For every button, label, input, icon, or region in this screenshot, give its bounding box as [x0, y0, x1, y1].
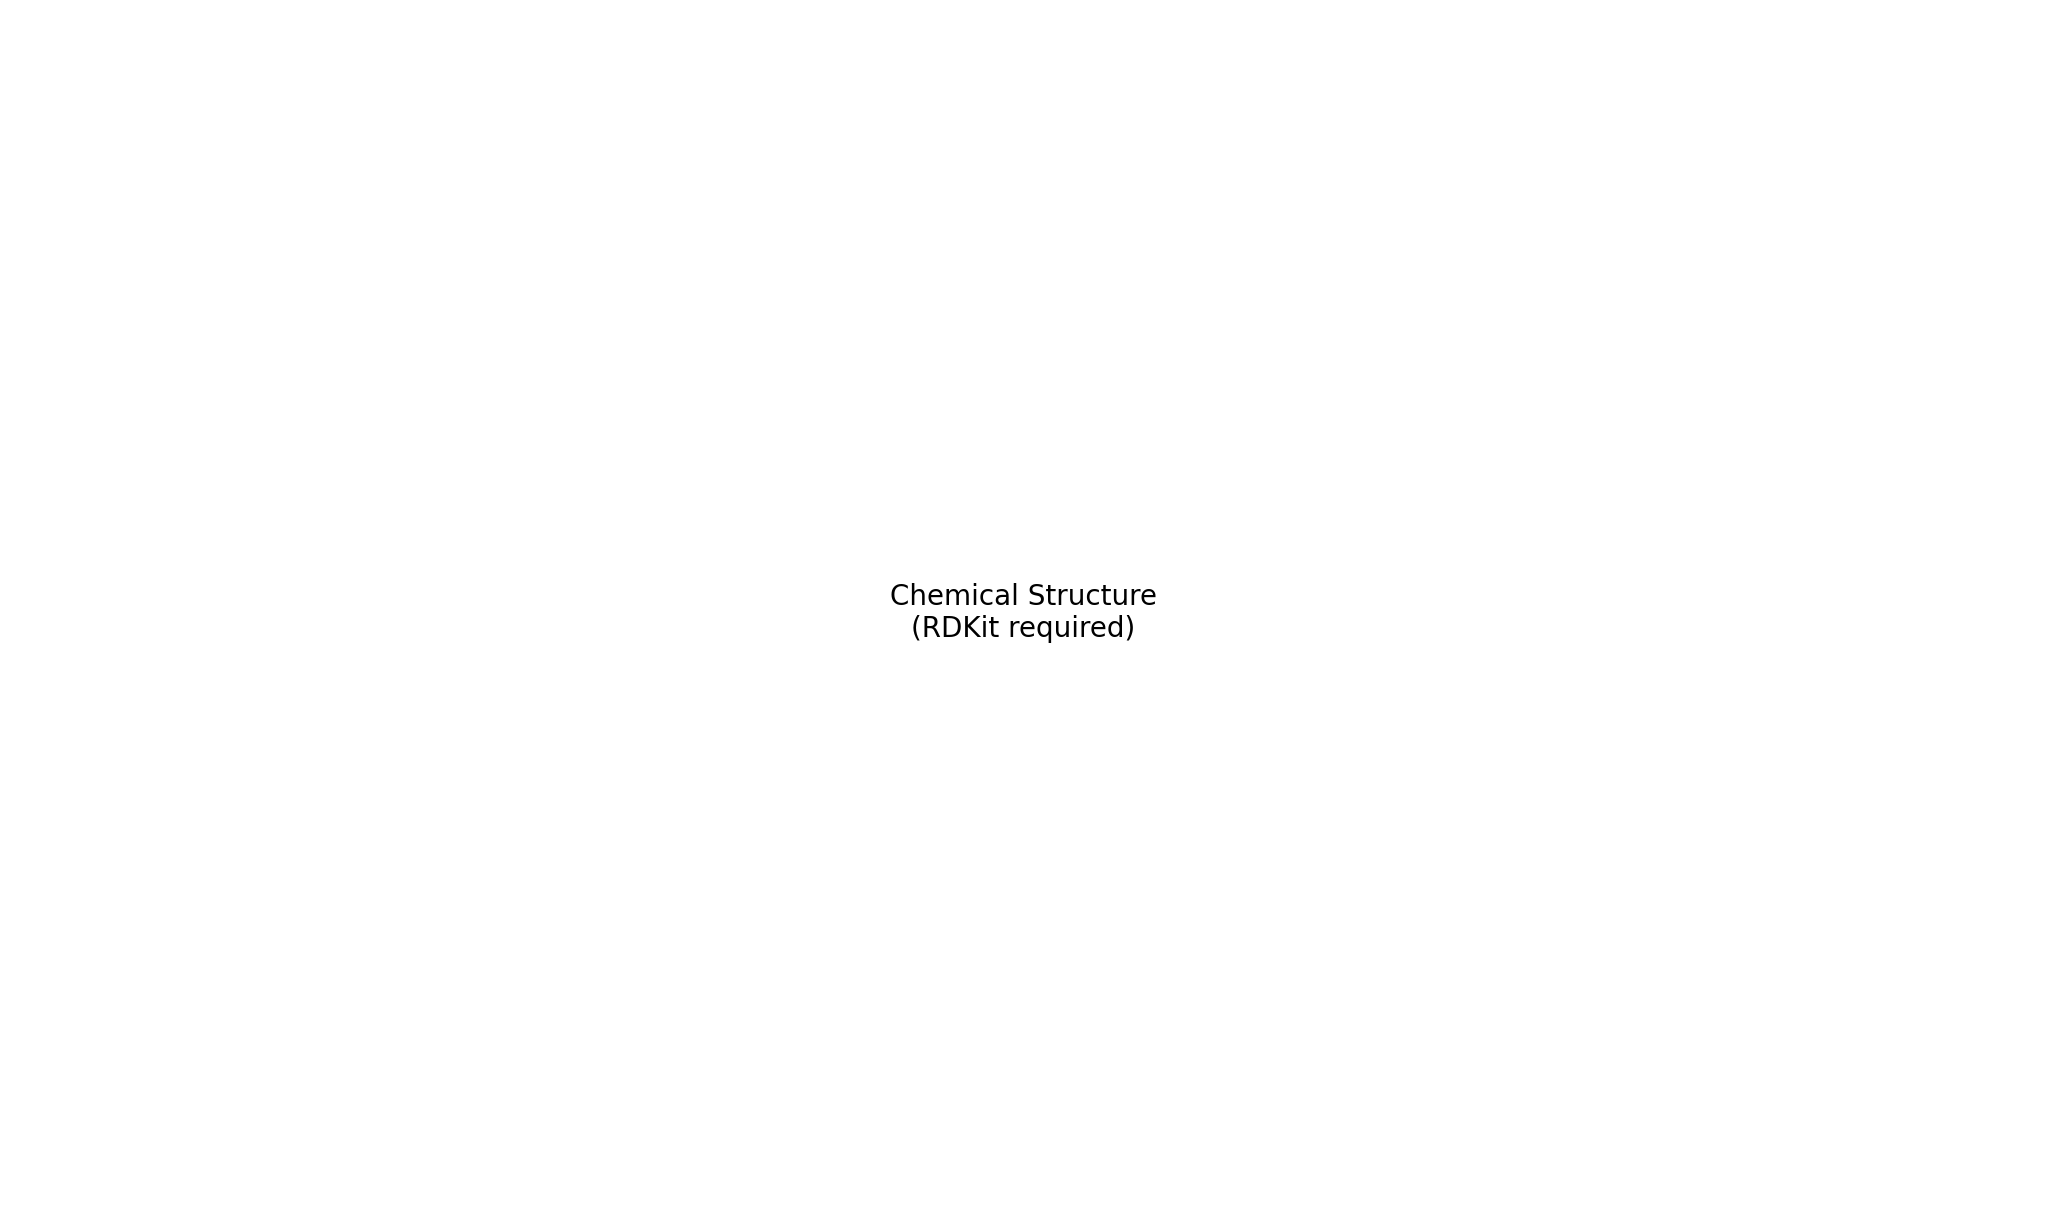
- Text: Chemical Structure
(RDKit required): Chemical Structure (RDKit required): [890, 582, 1156, 644]
